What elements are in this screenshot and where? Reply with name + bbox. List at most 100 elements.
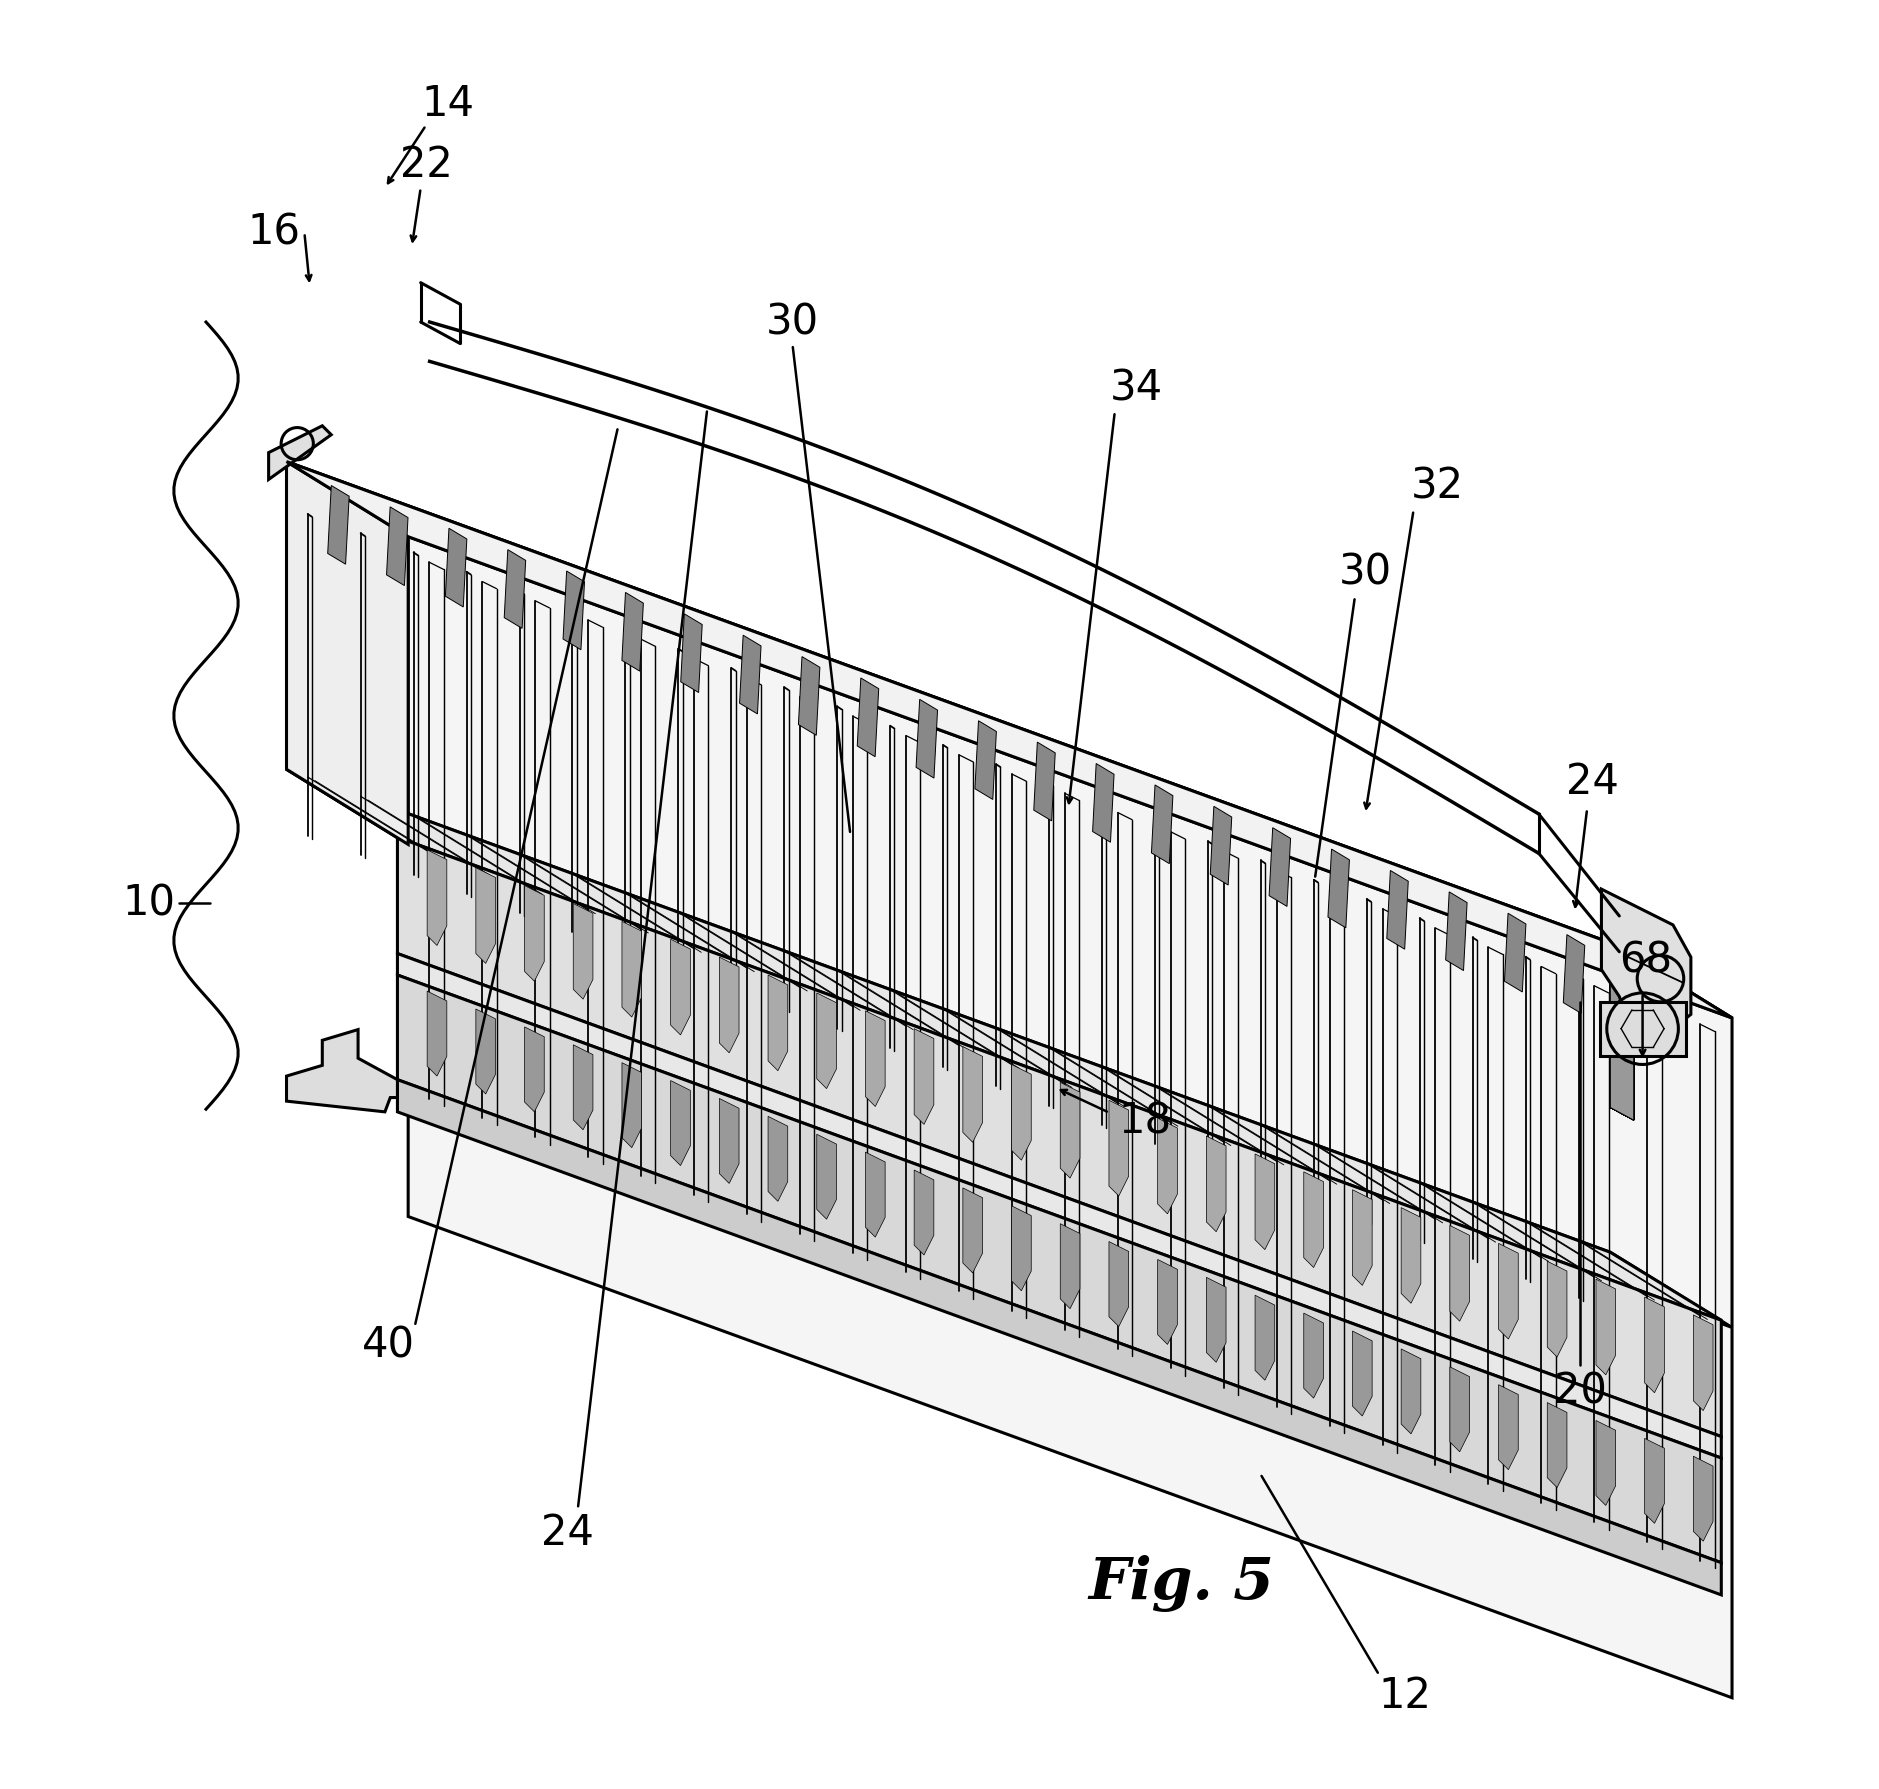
Polygon shape xyxy=(1353,1190,1372,1285)
Polygon shape xyxy=(1610,964,1633,1120)
Text: 10: 10 xyxy=(122,882,175,925)
Polygon shape xyxy=(769,1116,787,1202)
Polygon shape xyxy=(1610,964,1633,1120)
Polygon shape xyxy=(1610,964,1633,1120)
Polygon shape xyxy=(817,1134,836,1220)
Polygon shape xyxy=(524,1027,545,1111)
Polygon shape xyxy=(720,957,738,1052)
Polygon shape xyxy=(1255,1295,1274,1381)
Polygon shape xyxy=(622,1063,641,1149)
Polygon shape xyxy=(398,837,1721,1437)
Polygon shape xyxy=(1033,742,1056,821)
Polygon shape xyxy=(504,549,526,628)
Polygon shape xyxy=(1328,850,1349,928)
Polygon shape xyxy=(1610,964,1633,1120)
Polygon shape xyxy=(680,614,703,692)
Text: 40: 40 xyxy=(363,1324,415,1367)
Polygon shape xyxy=(286,1030,398,1113)
Polygon shape xyxy=(1109,1242,1129,1327)
Polygon shape xyxy=(915,1170,934,1256)
Polygon shape xyxy=(269,426,331,479)
Polygon shape xyxy=(1499,1385,1518,1471)
Polygon shape xyxy=(398,954,1721,1458)
Polygon shape xyxy=(1445,893,1467,971)
Polygon shape xyxy=(1610,964,1633,1120)
Polygon shape xyxy=(1402,1208,1421,1302)
Polygon shape xyxy=(387,506,408,585)
Polygon shape xyxy=(427,991,447,1077)
Polygon shape xyxy=(1387,871,1407,950)
Polygon shape xyxy=(524,886,545,982)
Text: 34: 34 xyxy=(1110,367,1163,410)
Text: 24: 24 xyxy=(541,1512,594,1555)
Polygon shape xyxy=(769,975,787,1070)
Polygon shape xyxy=(1546,1261,1567,1356)
Text: 12: 12 xyxy=(1377,1675,1432,1717)
Polygon shape xyxy=(1210,807,1233,886)
Text: 18: 18 xyxy=(1118,1100,1172,1143)
Polygon shape xyxy=(398,1081,1721,1596)
Polygon shape xyxy=(962,1047,983,1143)
Polygon shape xyxy=(1610,964,1633,1120)
Polygon shape xyxy=(1610,964,1633,1120)
Polygon shape xyxy=(475,1009,496,1095)
Polygon shape xyxy=(720,1098,738,1184)
Polygon shape xyxy=(1152,785,1172,864)
Text: 24: 24 xyxy=(1565,760,1620,803)
Text: 14: 14 xyxy=(421,82,474,125)
Text: 20: 20 xyxy=(1554,1370,1607,1413)
Polygon shape xyxy=(1060,1082,1080,1179)
Polygon shape xyxy=(1206,1136,1225,1231)
Polygon shape xyxy=(1011,1064,1032,1161)
Polygon shape xyxy=(286,462,1732,1018)
Polygon shape xyxy=(475,868,496,962)
Polygon shape xyxy=(857,678,879,757)
Polygon shape xyxy=(1610,964,1633,1120)
Polygon shape xyxy=(975,721,996,800)
Polygon shape xyxy=(1644,1297,1665,1392)
Polygon shape xyxy=(286,769,1721,1320)
Polygon shape xyxy=(962,1188,983,1274)
Polygon shape xyxy=(573,903,594,998)
Polygon shape xyxy=(671,1081,690,1166)
Polygon shape xyxy=(866,1011,885,1106)
Polygon shape xyxy=(427,850,447,945)
Polygon shape xyxy=(1451,1367,1469,1453)
Polygon shape xyxy=(1610,964,1633,1120)
Text: 16: 16 xyxy=(248,211,301,254)
Polygon shape xyxy=(1595,1279,1616,1374)
Polygon shape xyxy=(286,462,1732,1018)
Polygon shape xyxy=(1610,964,1633,1120)
Text: Fig. 5: Fig. 5 xyxy=(1088,1555,1274,1612)
Polygon shape xyxy=(1610,943,1732,1018)
Polygon shape xyxy=(1546,1403,1567,1488)
Polygon shape xyxy=(799,657,819,735)
Polygon shape xyxy=(1157,1259,1178,1345)
Polygon shape xyxy=(564,571,584,649)
Polygon shape xyxy=(622,592,643,671)
Polygon shape xyxy=(1255,1154,1274,1249)
Polygon shape xyxy=(286,462,408,844)
Polygon shape xyxy=(866,1152,885,1238)
Polygon shape xyxy=(1304,1172,1323,1267)
Polygon shape xyxy=(1644,1438,1665,1524)
Polygon shape xyxy=(1451,1225,1469,1320)
Polygon shape xyxy=(1595,1420,1616,1506)
Polygon shape xyxy=(1563,934,1584,1013)
Polygon shape xyxy=(915,1029,934,1125)
Text: 68: 68 xyxy=(1620,939,1672,982)
Polygon shape xyxy=(1268,828,1291,907)
Polygon shape xyxy=(1610,964,1633,1120)
Polygon shape xyxy=(1109,1100,1129,1195)
Text: 32: 32 xyxy=(1411,465,1464,508)
Polygon shape xyxy=(573,1045,594,1131)
Polygon shape xyxy=(1060,1224,1080,1310)
Polygon shape xyxy=(1610,964,1633,1120)
Polygon shape xyxy=(1610,964,1633,1120)
Polygon shape xyxy=(740,635,761,714)
Polygon shape xyxy=(398,975,1721,1564)
Polygon shape xyxy=(286,462,1610,1252)
Polygon shape xyxy=(1092,764,1114,843)
Polygon shape xyxy=(1693,1456,1714,1542)
Polygon shape xyxy=(1693,1315,1714,1410)
